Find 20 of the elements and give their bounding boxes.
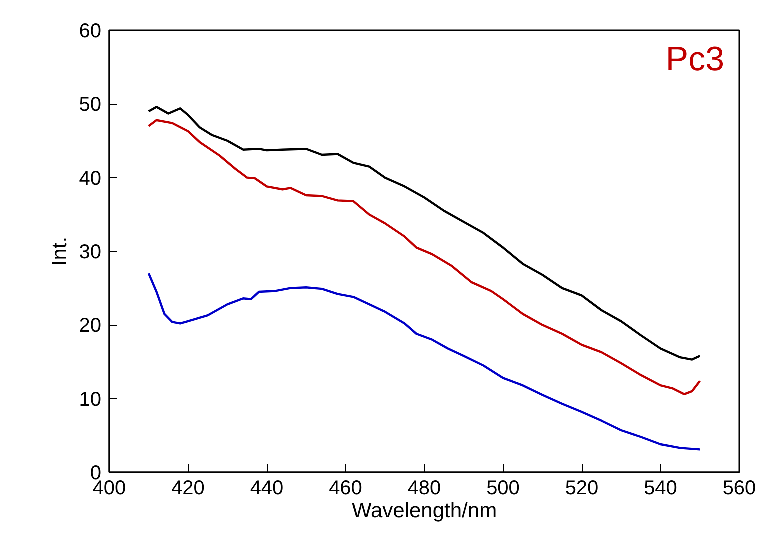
y-tick-label: 40 xyxy=(79,168,102,190)
x-tick-label: 460 xyxy=(329,478,362,500)
y-tick-label: 60 xyxy=(79,20,102,42)
annotation: Pc3 xyxy=(666,40,725,78)
x-tick-label: 480 xyxy=(408,478,442,500)
x-tick-label: 500 xyxy=(486,478,520,500)
x-tick-label: 520 xyxy=(565,478,599,500)
y-tick-label: 30 xyxy=(79,242,102,264)
x-tick-label: 540 xyxy=(644,478,678,500)
x-tick-label: 560 xyxy=(722,478,756,500)
x-tick-label: 420 xyxy=(172,478,205,500)
x-tick-label: 440 xyxy=(250,478,284,500)
y-tick-label: 10 xyxy=(79,388,102,411)
line-series xyxy=(148,119,702,396)
y-tick-label: 50 xyxy=(79,94,102,116)
x-axis-title: Wavelength/nm xyxy=(352,500,498,522)
line-series xyxy=(148,106,702,361)
y-tick-label: 20 xyxy=(79,315,102,338)
line-series xyxy=(148,272,702,451)
y-axis-title: Int. xyxy=(48,236,72,266)
